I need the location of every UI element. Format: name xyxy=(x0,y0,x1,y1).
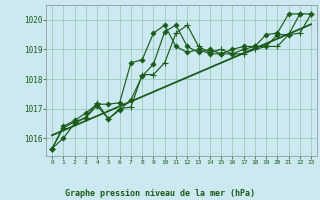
Text: Graphe pression niveau de la mer (hPa): Graphe pression niveau de la mer (hPa) xyxy=(65,189,255,198)
